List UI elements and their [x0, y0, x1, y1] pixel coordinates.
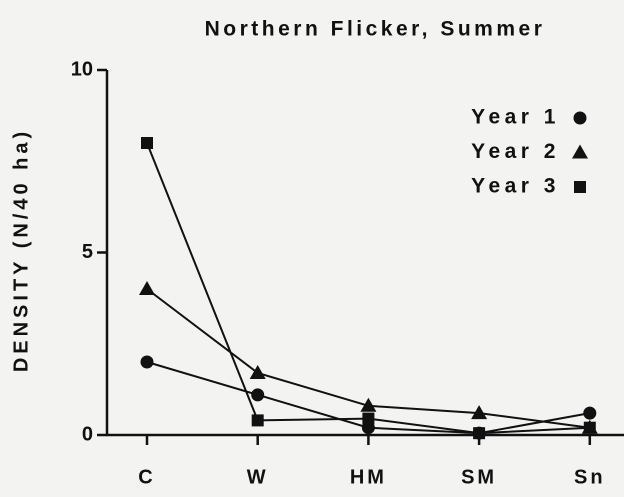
- data-point: [249, 364, 266, 379]
- legend-marker: [574, 181, 586, 193]
- legend-label: Year 3: [471, 175, 560, 198]
- data-point: [251, 388, 265, 402]
- legend-label: Year 1: [471, 106, 560, 129]
- x-tick-label: Sn: [574, 466, 606, 488]
- legend-label: Year 2: [471, 140, 560, 163]
- data-point: [583, 406, 597, 420]
- data-point: [141, 137, 153, 149]
- data-point: [362, 412, 375, 425]
- x-tick-label: C: [138, 466, 155, 488]
- data-point: [139, 281, 155, 295]
- x-tick-label: SM: [461, 466, 497, 488]
- chart-title: Northern Flicker, Summer: [205, 18, 546, 41]
- legend-marker: [573, 111, 587, 125]
- y-tick-label: 5: [82, 241, 93, 263]
- x-tick-label: HM: [350, 466, 387, 488]
- legend-marker: [572, 144, 588, 159]
- data-point: [360, 397, 377, 412]
- data-point: [583, 421, 596, 434]
- y-tick-label: 10: [71, 58, 93, 80]
- x-tick-label: W: [247, 466, 269, 488]
- y-tick-label: 0: [82, 423, 93, 445]
- y-axis-label: DENSITY (N/40 ha): [10, 128, 32, 372]
- data-point: [251, 414, 264, 427]
- data-point: [473, 427, 486, 440]
- data-point: [140, 355, 154, 369]
- data-point: [471, 405, 488, 420]
